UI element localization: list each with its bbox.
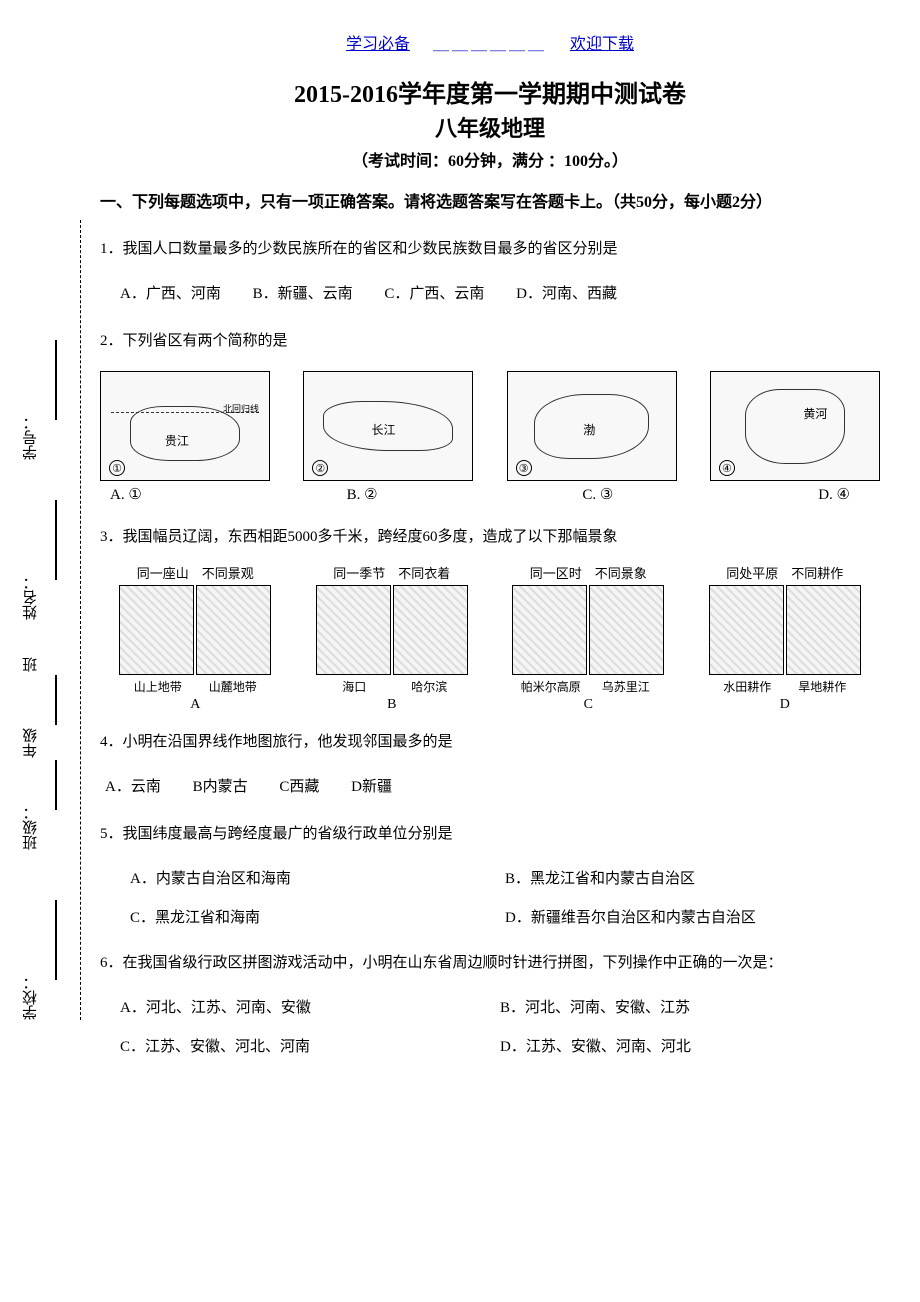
q2-option-b: B. ② [347,485,378,504]
q2-maps: 北回归线 贵江 ① 长江 ② 渤 ③ 黄河 ④ [100,371,880,481]
q5-option-d: D．新疆维吾尔自治区和内蒙古自治区 [505,899,880,938]
scene-paddy-icon [709,585,784,675]
sidebar-grade-line [55,675,57,725]
q6-option-c: C．江苏、安徽、河北、河南 [120,1028,500,1067]
scene-person-winter-icon [393,585,468,675]
q3-group-c: 同一区时 不同景象 帕米尔高原乌苏里江 C [493,563,684,713]
q2-map-1: 北回归线 贵江 ① [100,371,270,481]
q2-map1-dash-label: 北回归线 [223,402,259,415]
sidebar-grade-label: 年级 [20,728,41,758]
q2-map2-label: 长江 [372,421,396,438]
sidebar-school-line [55,900,57,980]
q4-option-a: A．云南 [105,768,161,807]
q3-group-c-title: 同一区时 不同景象 [493,563,684,582]
dotted-line [80,220,81,1020]
q5-options: A．内蒙古自治区和海南 B．黑龙江省和内蒙古自治区 C．黑龙江省和海南 D．新疆… [100,860,880,938]
q1-option-d: D．河南、西藏 [516,275,617,314]
q6-option-b: B．河北、河南、安徽、江苏 [500,989,880,1028]
q2-map1-label: 贵江 [165,432,189,449]
q5-text: 5．我国纬度最高与跨经度最广的省级行政单位分别是 [100,815,880,854]
title-sub: 八年级地理 [100,111,880,143]
q2-option-c: C. ③ [582,485,613,504]
q3-group-a: 同一座山 不同景观 山上地带山麓地带 A [100,563,291,713]
q3-group-a-title: 同一座山 不同景观 [100,563,291,582]
q1-option-c: C．广西、云南 [384,275,484,314]
q3-group-b: 同一季节 不同衣着 海口哈尔滨 B [297,563,488,713]
q3-group-b-title: 同一季节 不同衣着 [297,563,488,582]
q5-option-b: B．黑龙江省和内蒙古自治区 [505,860,880,899]
q3-group-a-caption: 山上地带山麓地带 [100,678,291,695]
q1-options: A．广西、河南 B．新疆、云南 C．广西、云南 D．河南、西藏 [100,275,880,314]
q2-map3-label: 渤 [583,421,595,438]
scene-night-icon [512,585,587,675]
scene-day-icon [589,585,664,675]
sidebar-number-line [55,340,57,420]
q4-option-c: C西藏 [279,768,319,807]
scene-mountain-icon [119,585,194,675]
q3-letter-c: C [493,697,684,713]
q4-options: A．云南 B内蒙古 C西藏 D新疆 [100,768,880,807]
q6-options: A．河北、江苏、河南、安徽 B．河北、河南、安徽、江苏 C．江苏、安徽、河北、河… [100,989,880,1067]
q2-map-2: 长江 ② [303,371,473,481]
section1-title: 一、下列每题选项中，只有一项正确答案。请将选题答案写在答题卡上。（共50分，每小… [100,185,880,220]
q6-text: 6．在我国省级行政区拼图游戏活动中，小明在山东省周边顺时针进行拼图，下列操作中正… [100,944,880,983]
q2-options: A. ① B. ② C. ③ D. ④ [100,485,880,504]
q2-option-a: A. ① [110,485,142,504]
q2-map2-num: ② [312,460,328,477]
q1-option-b: B．新疆、云南 [253,275,353,314]
sidebar-name-label: 姓名： [20,575,41,620]
title-main: 2015-2016学年度第一学期期中测试卷 [100,74,880,109]
q3-letter-d: D [690,697,881,713]
q3-group-c-caption: 帕米尔高原乌苏里江 [493,678,684,695]
sidebar-number-label: 学号： [20,415,41,460]
map-outline-icon [745,389,845,464]
q2-map1-num: ① [109,460,125,477]
q2-map3-num: ③ [516,460,532,477]
sidebar-ban-label: 班 [20,657,41,672]
sidebar-school-label: 学校： [20,975,41,1020]
q2-map4-num: ④ [719,460,735,477]
q6-option-a: A．河北、江苏、河南、安徽 [120,989,500,1028]
sidebar-class-label: 班级： [20,805,41,850]
q3-letter-a: A [100,697,291,713]
exam-info: （考试时间：60分钟，满分 ：100分。） [100,147,880,171]
q1-text: 1．我国人口数量最多的少数民族所在的省区和少数民族数目最多的省区分别是 [100,230,880,269]
q3-images: 同一座山 不同景观 山上地带山麓地带 A 同一季节 不同衣着 海口哈尔滨 B 同… [100,563,880,713]
header-link-right[interactable]: 欢迎下载 [570,36,634,53]
header-link-left[interactable]: 学习必备 [346,36,410,53]
sidebar-form: 学校： 班级： 年级 班 姓名： 学号： [20,220,80,1020]
q3-letter-b: B [297,697,488,713]
q6-option-d: D．江苏、安徽、河南、河北 [500,1028,880,1067]
q3-group-d: 同处平原 不同耕作 水田耕作旱地耕作 D [690,563,881,713]
q4-option-b: B内蒙古 [193,768,248,807]
scene-dryfield-icon [786,585,861,675]
q5-option-a: A．内蒙古自治区和海南 [130,860,505,899]
sidebar-class-line [55,760,57,810]
q3-text: 3．我国幅员辽阔，东西相距5000多千米，跨经度60多度，造成了以下那幅景象 [100,518,880,557]
q3-group-b-caption: 海口哈尔滨 [297,678,488,695]
header-links: 学习必备 ＿＿＿＿＿＿ 欢迎下载 [100,30,880,54]
q2-map-4: 黄河 ④ [710,371,880,481]
q2-text: 2．下列省区有两个简称的是 [100,322,880,361]
q4-text: 4．小明在沿国界线作地图旅行，他发现邻国最多的是 [100,723,880,762]
q2-map-3: 渤 ③ [507,371,677,481]
scene-forest-icon [196,585,271,675]
q1-option-a: A．广西、河南 [120,275,221,314]
q3-group-d-title: 同处平原 不同耕作 [690,563,881,582]
q5-option-c: C．黑龙江省和海南 [130,899,505,938]
q3-group-d-caption: 水田耕作旱地耕作 [690,678,881,695]
q2-map4-label: 黄河 [803,405,827,422]
header-dots: ＿＿＿＿＿＿ [414,36,566,53]
scene-person-summer-icon [316,585,391,675]
q2-option-d: D. ④ [818,485,850,504]
q4-option-d: D新疆 [351,768,392,807]
sidebar-name-line [55,500,57,580]
